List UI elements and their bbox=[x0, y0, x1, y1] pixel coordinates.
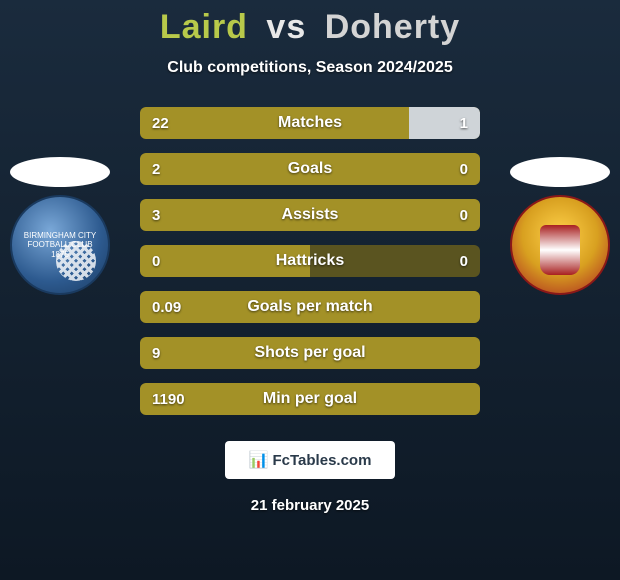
chart-icon: 📊 bbox=[249, 450, 269, 470]
stat-label: Goals bbox=[140, 160, 480, 178]
stat-label: Goals per match bbox=[140, 298, 480, 316]
comparison-title: Laird vs Doherty bbox=[0, 0, 620, 47]
stat-label: Min per goal bbox=[140, 390, 480, 408]
subtitle: Club competitions, Season 2024/2025 bbox=[0, 59, 620, 77]
crest-left-label: BIRMINGHAM CITY FOOTBALL CLUB 1875 bbox=[20, 231, 100, 260]
stat-value-right: 0 bbox=[460, 161, 468, 178]
stat-row: 9Shots per goal bbox=[140, 337, 480, 369]
team-badge-right bbox=[510, 157, 610, 287]
content-area: BIRMINGHAM CITY FOOTBALL CLUB 1875 22Mat… bbox=[0, 107, 620, 415]
brand-text: FcTables.com bbox=[273, 452, 372, 469]
stat-row: 0.09Goals per match bbox=[140, 291, 480, 323]
stat-row: 22Matches1 bbox=[140, 107, 480, 139]
stat-label: Hattricks bbox=[140, 252, 480, 270]
stat-label: Assists bbox=[140, 206, 480, 224]
badge-ellipse-left bbox=[10, 157, 110, 187]
team-badge-left: BIRMINGHAM CITY FOOTBALL CLUB 1875 bbox=[10, 157, 110, 287]
club-crest-left: BIRMINGHAM CITY FOOTBALL CLUB 1875 bbox=[10, 195, 110, 295]
stat-row: 1190Min per goal bbox=[140, 383, 480, 415]
club-crest-right bbox=[510, 195, 610, 295]
stat-row: 2Goals0 bbox=[140, 153, 480, 185]
player2-name: Doherty bbox=[325, 8, 460, 46]
badge-ellipse-right bbox=[510, 157, 610, 187]
stat-value-right: 1 bbox=[460, 115, 468, 132]
stat-label: Matches bbox=[140, 114, 480, 132]
brand-badge[interactable]: 📊 FcTables.com bbox=[225, 441, 395, 479]
vs-text: vs bbox=[266, 8, 306, 46]
player1-name: Laird bbox=[160, 8, 248, 46]
stat-value-right: 0 bbox=[460, 253, 468, 270]
footer-date: 21 february 2025 bbox=[0, 497, 620, 514]
stat-row: 0Hattricks0 bbox=[140, 245, 480, 277]
stat-value-right: 0 bbox=[460, 207, 468, 224]
stat-row: 3Assists0 bbox=[140, 199, 480, 231]
stats-list: 22Matches12Goals03Assists00Hattricks00.0… bbox=[140, 107, 480, 415]
stat-label: Shots per goal bbox=[140, 344, 480, 362]
